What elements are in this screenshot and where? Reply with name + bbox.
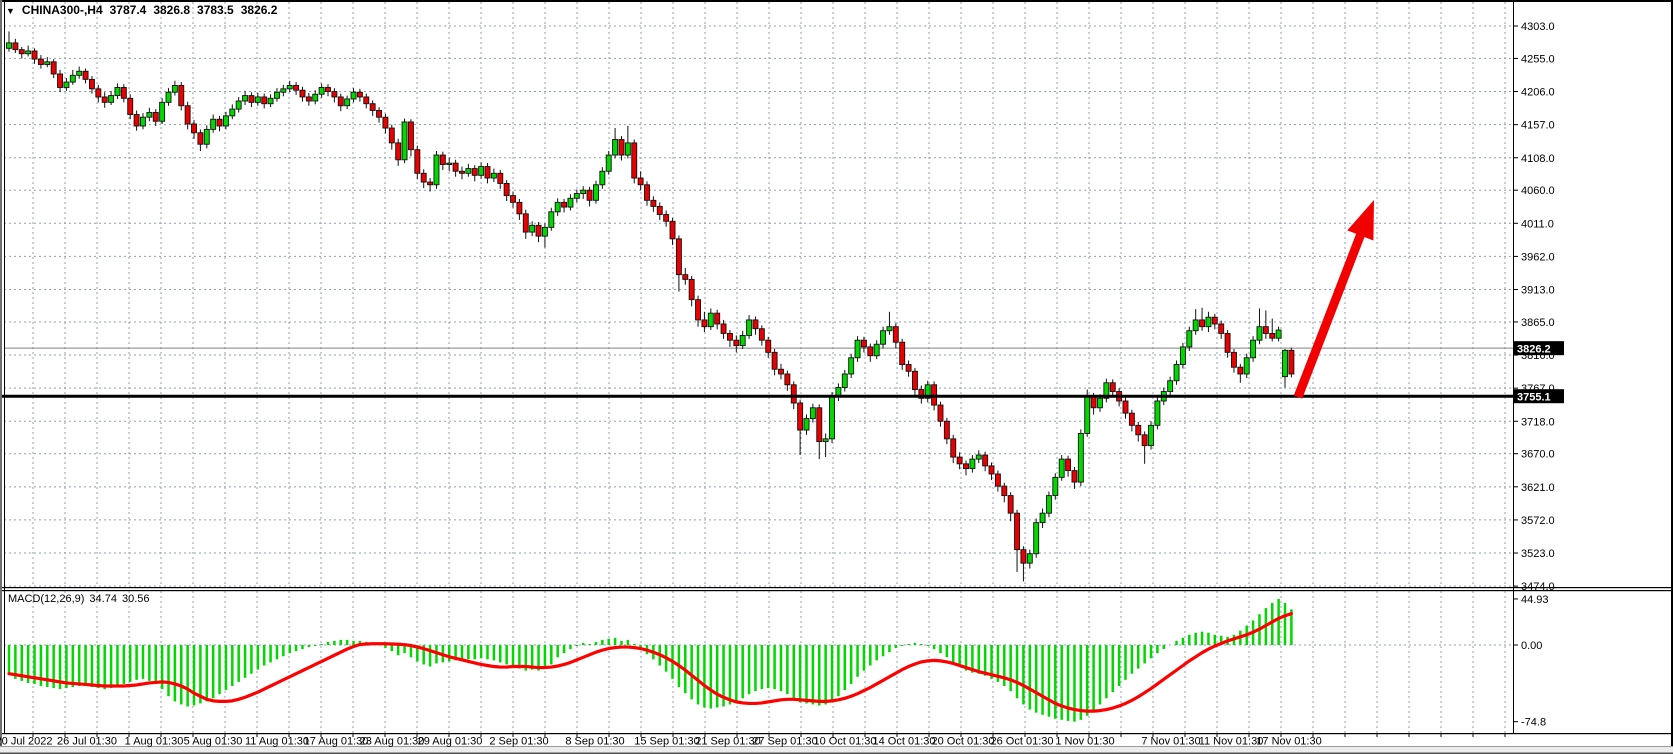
svg-text:4060.0: 4060.0 [1521, 185, 1555, 197]
macd-signal-line [7, 612, 1293, 713]
svg-text:4157.0: 4157.0 [1521, 120, 1555, 132]
svg-text:3913.0: 3913.0 [1521, 285, 1555, 297]
svg-text:20 Jul 2022: 20 Jul 2022 [0, 736, 52, 748]
svg-text:4011.0: 4011.0 [1521, 218, 1554, 230]
svg-text:3523.0: 3523.0 [1521, 548, 1555, 560]
svg-text:3962.0: 3962.0 [1521, 251, 1555, 263]
svg-text:-74.8: -74.8 [1521, 717, 1546, 729]
svg-text:4206.0: 4206.0 [1521, 87, 1555, 99]
svg-text:3865.0: 3865.0 [1521, 317, 1555, 329]
svg-text:44.93: 44.93 [1521, 594, 1549, 606]
title-close-value: 3826.2 [240, 3, 278, 17]
svg-text:21 Sep 01:30: 21 Sep 01:30 [695, 736, 760, 748]
svg-text:14 Oct 01:30: 14 Oct 01:30 [873, 736, 936, 748]
svg-text:23 Aug 01:30: 23 Aug 01:30 [360, 736, 425, 748]
svg-text:1 Aug 01:30: 1 Aug 01:30 [125, 736, 184, 748]
svg-text:3572.0: 3572.0 [1521, 515, 1555, 527]
svg-text:27 Sep 01:30: 27 Sep 01:30 [752, 736, 817, 748]
chart-symbol-timeframe: CHINA300-,H4 [21, 3, 103, 17]
macd-plot-area[interactable] [4, 591, 1513, 733]
svg-text:5 Aug 01:30: 5 Aug 01:30 [184, 736, 243, 748]
svg-text:4303.0: 4303.0 [1521, 21, 1555, 33]
macd-name: MACD(12,26,9) [8, 593, 85, 605]
svg-text:8 Sep 01:30: 8 Sep 01:30 [565, 736, 624, 748]
svg-text:26 Jul 01:30: 26 Jul 01:30 [57, 736, 117, 748]
macd-indicator-label: MACD(12,26,9) 34.74 30.56 [8, 593, 154, 605]
title-high-value: 3826.8 [153, 3, 191, 17]
time-axis-labels: 20 Jul 2022 26 Jul 01:30 1 Aug 01:30 5 Aug … [0, 733, 1506, 748]
chart-title: ▼ CHINA300-,H4 3787.4 3826.8 3783.5 3826.2 [6, 3, 284, 17]
svg-text:4108.0: 4108.0 [1521, 153, 1555, 165]
svg-text:26 Oct 01:30: 26 Oct 01:30 [991, 736, 1054, 748]
svg-text:3718.0: 3718.0 [1521, 416, 1555, 428]
time-axis[interactable] [0, 733, 1673, 747]
svg-text:0.00: 0.00 [1521, 640, 1542, 652]
svg-text:11 Aug 01:30: 11 Aug 01:30 [245, 736, 309, 748]
svg-text:20 Oct 01:30: 20 Oct 01:30 [932, 736, 995, 748]
main-chart-plot-area[interactable] [4, 2, 1513, 587]
svg-text:3474.0: 3474.0 [1521, 581, 1555, 593]
svg-text:17 Nov 01:30: 17 Nov 01:30 [1256, 736, 1321, 748]
svg-text:3826.2: 3826.2 [1517, 344, 1551, 356]
svg-text:17 Aug 01:30: 17 Aug 01:30 [304, 736, 369, 748]
svg-text:15 Sep 01:30: 15 Sep 01:30 [634, 736, 699, 748]
svg-text:4255.0: 4255.0 [1521, 53, 1555, 65]
svg-text:3670.0: 3670.0 [1521, 449, 1555, 461]
chart-dropdown-icon[interactable]: ▼ [6, 6, 15, 16]
svg-text:10 Oct 01:30: 10 Oct 01:30 [814, 736, 877, 748]
svg-text:3755.1: 3755.1 [1517, 392, 1551, 404]
title-low-value: 3783.5 [197, 3, 234, 17]
svg-text:2 Sep 01:30: 2 Sep 01:30 [489, 736, 548, 748]
svg-text:29 Aug 01:30: 29 Aug 01:30 [418, 736, 483, 748]
bullish-arrow-annotation[interactable] [1293, 200, 1374, 399]
price-axis[interactable] [1513, 2, 1671, 733]
svg-text:7 Nov 01:30: 7 Nov 01:30 [1141, 736, 1200, 748]
svg-text:11 Nov 01:30: 11 Nov 01:30 [1199, 736, 1264, 748]
macd-axis-labels: 44.93 0.00 -74.8 [1513, 594, 1549, 729]
macd-signal-value: 30.56 [121, 593, 150, 605]
price-badges: 3826.2 3755.1 [1514, 341, 1564, 404]
macd-main-value: 34.74 [89, 593, 117, 605]
svg-text:1 Nov 01:30: 1 Nov 01:30 [1055, 736, 1114, 748]
title-open-value: 3787.4 [109, 3, 147, 17]
svg-text:3621.0: 3621.0 [1521, 482, 1555, 494]
macd-indicator [7, 598, 1293, 722]
